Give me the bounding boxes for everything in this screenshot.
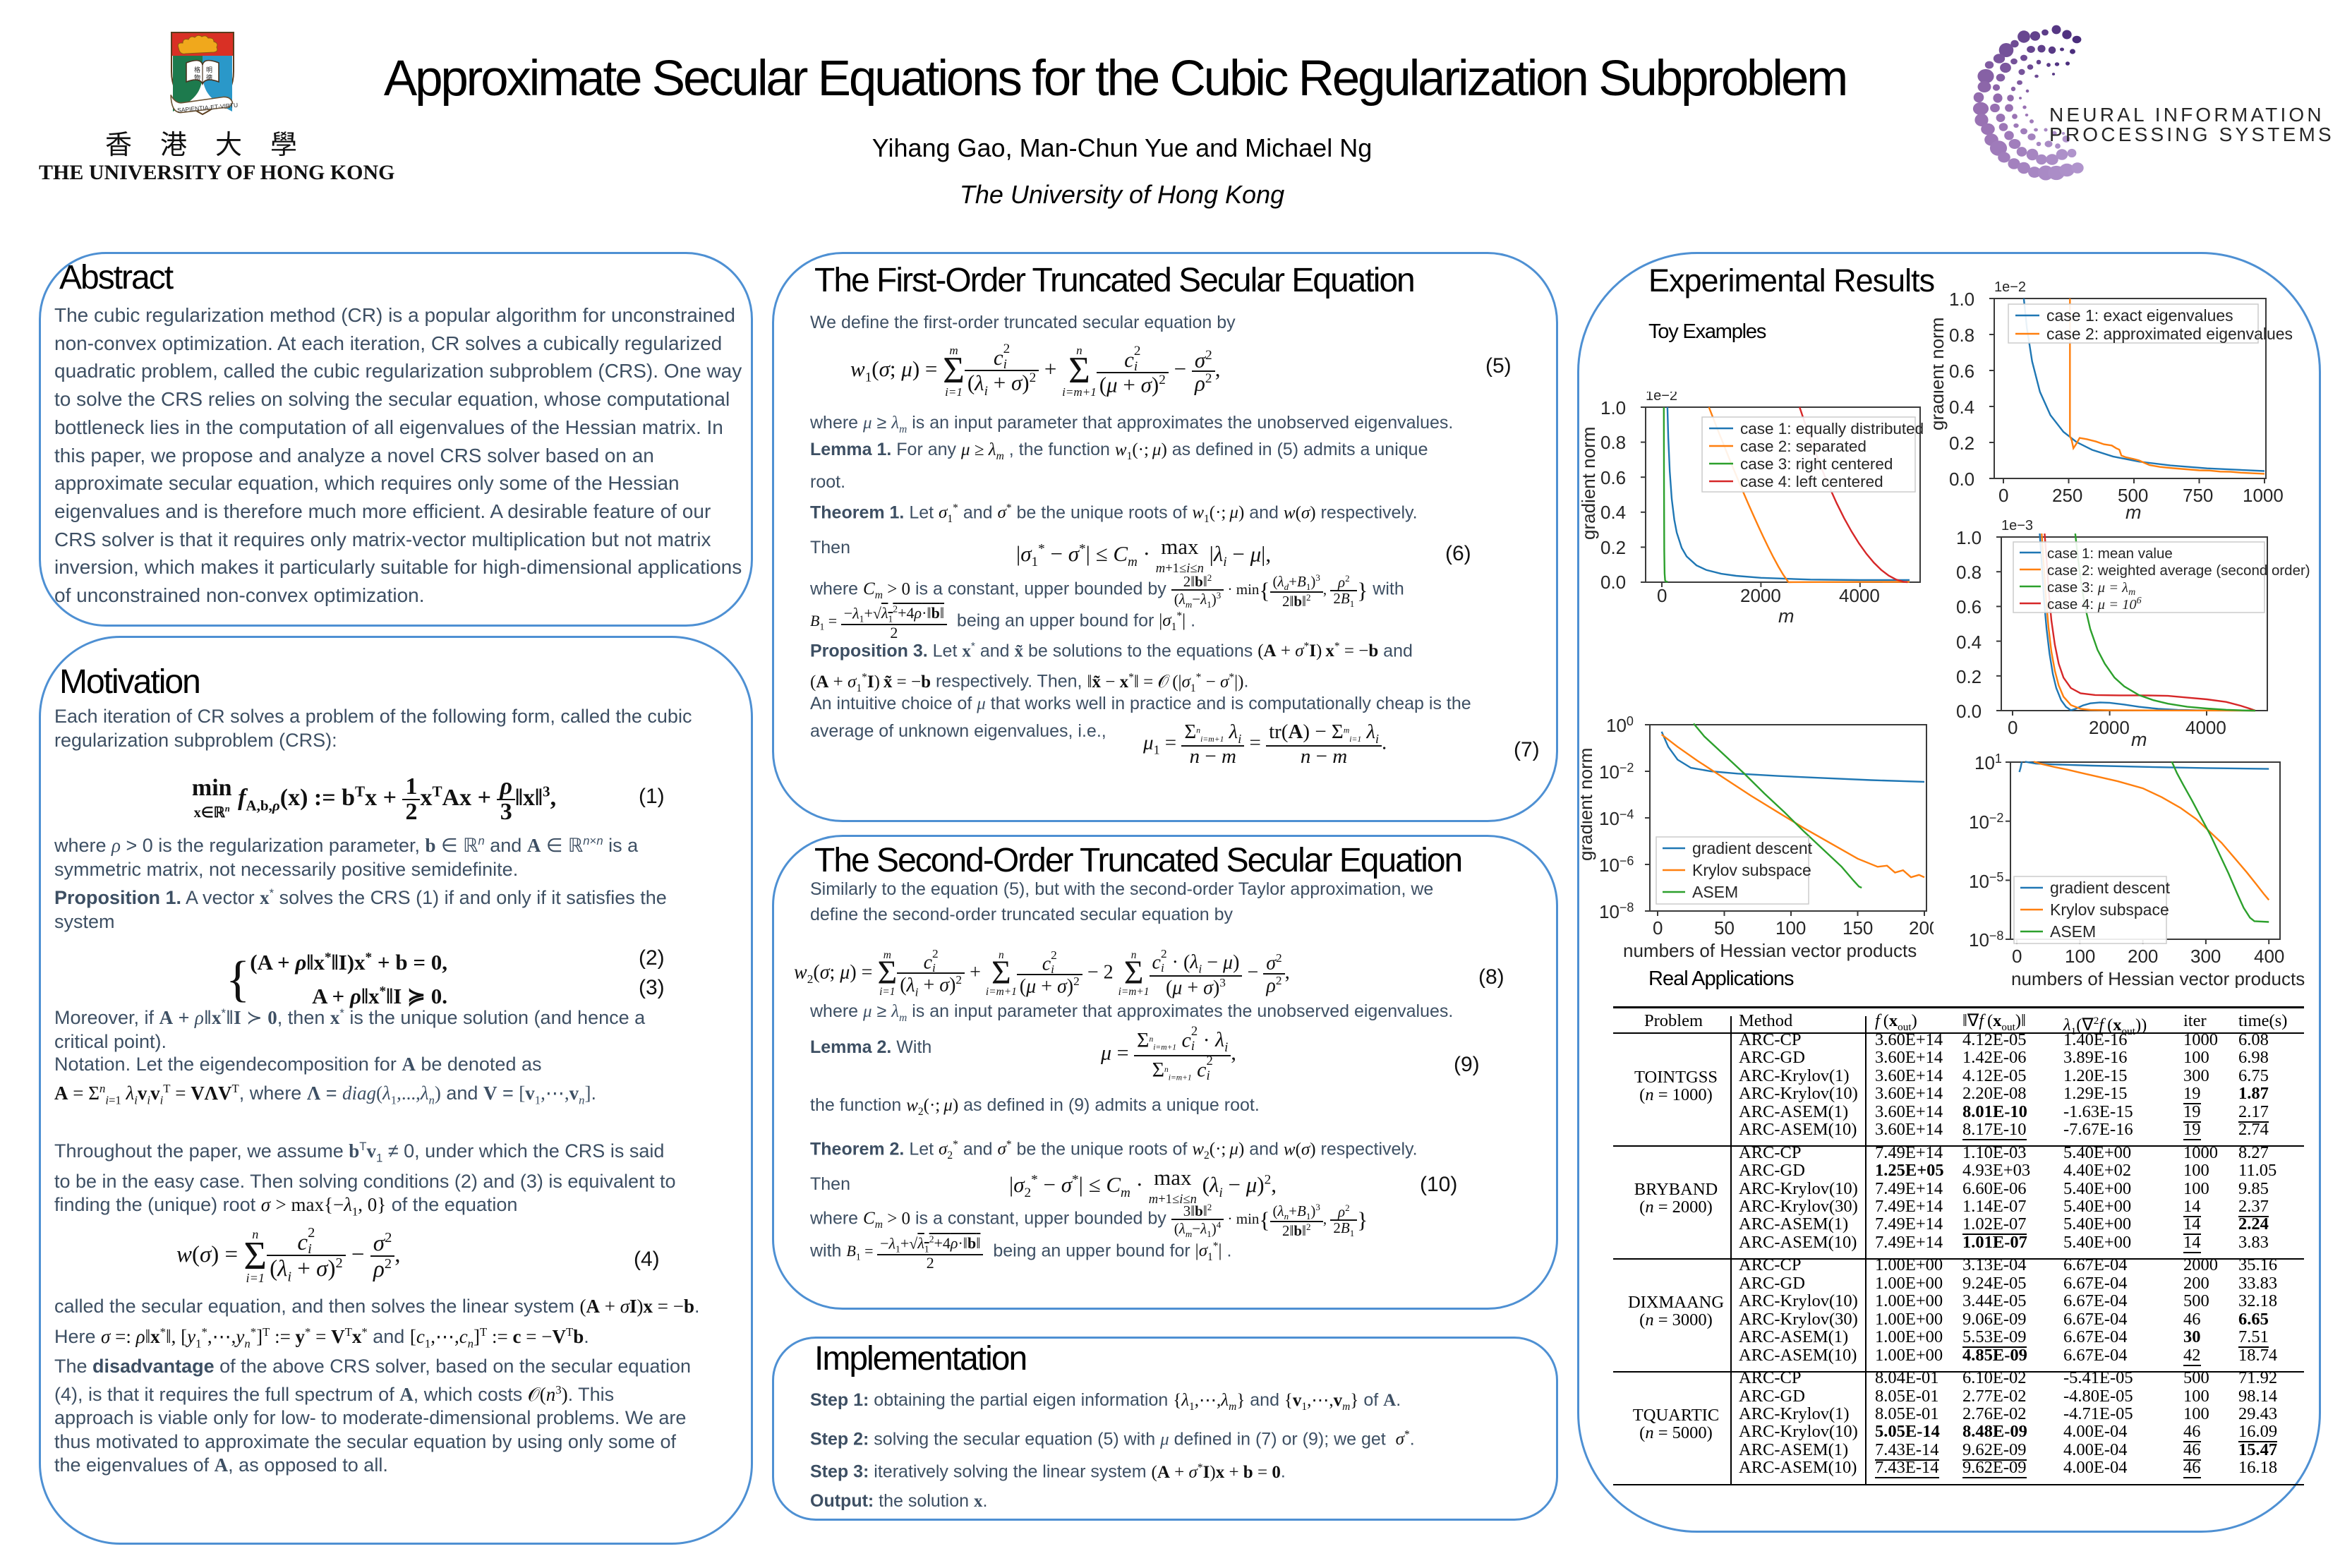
svg-text:0.6: 0.6 [1949,361,1974,382]
svg-text:ASEM: ASEM [1692,883,1738,901]
svg-text:case 3: μ = λm: case 3: μ = λm [2047,579,2135,598]
svg-text:case 1: mean value: case 1: mean value [2047,545,2173,562]
svg-text:德: 德 [206,73,212,81]
svg-text:750: 750 [2183,485,2213,506]
svg-text:case 2: weighted average (seco: case 2: weighted average (second order) [2047,562,2310,579]
svg-text:10−2: 10−2 [1599,761,1634,783]
svg-text:10−6: 10−6 [1599,854,1634,876]
svg-text:gradient norm: gradient norm [1581,427,1599,540]
svg-text:ASEM: ASEM [2050,922,2096,941]
svg-text:0.0: 0.0 [1956,701,1982,722]
svg-text:4000: 4000 [1839,585,1880,606]
svg-text:10−2: 10−2 [1969,811,2003,833]
svg-text:10−4: 10−4 [1599,807,1634,829]
svg-text:numbers of Hessian vector prod: numbers of Hessian vector products [2011,968,2305,988]
svg-text:0.4: 0.4 [1949,397,1974,418]
svg-text:1.0: 1.0 [1956,527,1982,548]
svg-text:0.8: 0.8 [1956,562,1982,583]
svg-text:gradient norm: gradient norm [1934,318,1948,430]
svg-text:case 2: separated: case 2: separated [1740,438,1866,455]
svg-text:1000: 1000 [2243,485,2284,506]
svg-text:Krylov subspace: Krylov subspace [2050,900,2169,919]
svg-text:gradient descent: gradient descent [1692,839,1813,857]
svg-text:PROCESSING SYSTEMS: PROCESSING SYSTEMS [2049,123,2334,145]
svg-text:格: 格 [194,66,200,73]
svg-text:m: m [1778,605,1795,626]
svg-text:1e−2: 1e−2 [1994,279,2026,295]
svg-text:0.4: 0.4 [1600,502,1626,523]
svg-text:200: 200 [1909,917,1934,939]
svg-text:0.8: 0.8 [1949,325,1974,346]
svg-text:m: m [2131,729,2147,748]
svg-text:2000: 2000 [2089,717,2130,738]
svg-text:10−8: 10−8 [1599,900,1634,922]
svg-text:0: 0 [1653,917,1663,939]
svg-text:case 4: left centered: case 4: left centered [1740,473,1883,490]
svg-text:0.6: 0.6 [1956,596,1982,617]
svg-text:500: 500 [2118,485,2148,506]
svg-text:0.2: 0.2 [1600,537,1626,558]
svg-text:100: 100 [1775,917,1806,939]
svg-text:m: m [2125,502,2142,522]
svg-text:case 4: μ = 106: case 4: μ = 106 [2047,596,2142,613]
svg-text:明: 明 [206,66,212,73]
svg-text:0: 0 [1657,585,1667,606]
svg-text:case 1: exact eigenvalues: case 1: exact eigenvalues [2046,306,2233,325]
svg-text:2000: 2000 [1740,585,1781,606]
svg-text:1e−3: 1e−3 [2001,518,2033,533]
svg-text:50: 50 [1714,917,1735,939]
svg-text:150: 150 [1843,917,1873,939]
svg-text:10−8: 10−8 [1969,929,2003,951]
svg-text:1.0: 1.0 [1600,397,1626,418]
svg-text:0.6: 0.6 [1600,467,1626,488]
svg-text:case 1: equally distributed: case 1: equally distributed [1740,420,1924,438]
svg-text:numbers of Hessian vector prod: numbers of Hessian vector products [1623,940,1917,961]
svg-text:10−5: 10−5 [1969,870,2003,892]
svg-text:1e−2: 1e−2 [1646,392,1677,404]
svg-text:gradient norm: gradient norm [1581,748,1596,861]
svg-text:0.8: 0.8 [1600,432,1626,453]
svg-text:物: 物 [194,73,200,81]
svg-text:0.0: 0.0 [1600,572,1626,593]
svg-text:case 2: approximated eigenvalu: case 2: approximated eigenvalues [2046,325,2293,343]
svg-text:NEURAL INFORMATION: NEURAL INFORMATION [2049,104,2324,126]
svg-text:0.2: 0.2 [1956,666,1982,687]
svg-text:100: 100 [2065,946,2095,967]
svg-text:0: 0 [2012,946,2022,967]
svg-text:0.2: 0.2 [1949,433,1974,454]
svg-text:100: 100 [1606,714,1634,736]
svg-text:200: 200 [2128,946,2158,967]
svg-text:400: 400 [2254,946,2284,967]
svg-text:300: 300 [2190,946,2221,967]
svg-text:4000: 4000 [2185,717,2226,738]
svg-text:gradient descent: gradient descent [2050,879,2171,897]
svg-text:0: 0 [1998,485,2008,506]
svg-text:250: 250 [2052,485,2082,506]
svg-text:0.4: 0.4 [1956,632,1982,653]
svg-text:101: 101 [1974,752,2002,773]
svg-text:case 3: right centered: case 3: right centered [1740,455,1893,473]
svg-text:0.0: 0.0 [1949,469,1974,490]
svg-text:0: 0 [2008,717,2018,738]
svg-text:Krylov subspace: Krylov subspace [1692,861,1811,879]
svg-text:1.0: 1.0 [1949,289,1974,310]
